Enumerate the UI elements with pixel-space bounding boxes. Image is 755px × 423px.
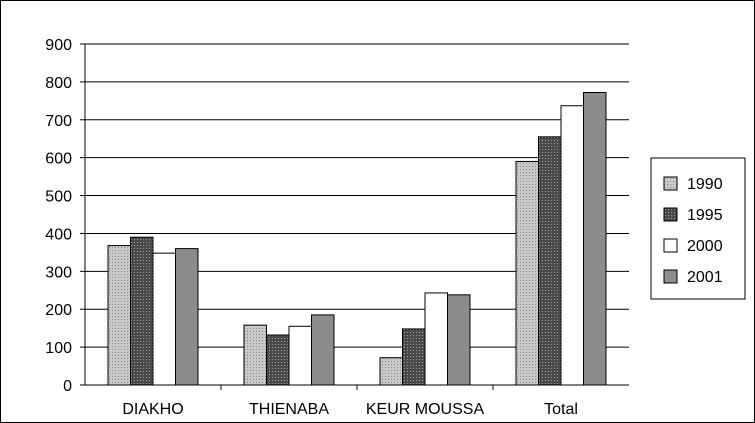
y-tick-label: 800: [45, 75, 72, 92]
y-tick-label: 600: [45, 151, 72, 168]
bar-2001-diakho: [175, 248, 199, 386]
y-tick-label: 500: [45, 189, 72, 206]
axis-labels: 0 100 200 300 400 500 600 700 800 900 DIAKHO THIENA…: [45, 37, 578, 418]
y-tick-label: 400: [45, 226, 72, 243]
legend: 1990 1995 2000 2001: [650, 157, 746, 300]
x-category-label: Total: [544, 401, 578, 418]
y-tick-label: 900: [45, 37, 72, 54]
bar-2001-total: [583, 91, 607, 386]
x-category-label: DIAKHO: [122, 401, 183, 418]
bar-2000-keur-moussa: [424, 292, 448, 386]
bar-1995-total: [538, 136, 562, 386]
bar-2000-thienaba: [288, 325, 312, 386]
bar-1990-keur-moussa: [379, 357, 403, 386]
y-tick-label: 0: [63, 378, 72, 395]
bar-1990-total: [515, 160, 539, 386]
legend-label-2000: 2000: [687, 238, 723, 255]
bar-1995-diakho: [130, 236, 154, 386]
legend-label-1995: 1995: [687, 207, 723, 224]
y-tick-label: 200: [45, 302, 72, 319]
bar-1995-keur-moussa: [402, 328, 426, 386]
bar-1990-diakho: [107, 245, 131, 386]
bars: [107, 91, 607, 386]
legend-swatch-1990: [663, 176, 678, 191]
x-category-label: KEUR MOUSSA: [366, 401, 485, 418]
x-category-label: THIENABA: [249, 401, 329, 418]
y-tick-label: 300: [45, 264, 72, 281]
legend-swatch-2000: [663, 238, 678, 253]
legend-swatch-1995: [663, 207, 678, 222]
bar-2001-keur-moussa: [447, 294, 471, 386]
legend-swatch-2001: [663, 269, 678, 284]
bar-2000-total: [560, 105, 584, 386]
legend-label-2001: 2001: [687, 269, 723, 286]
bar-2000-diakho: [152, 252, 176, 386]
y-tick-label: 100: [45, 340, 72, 357]
bar-1995-thienaba: [266, 334, 290, 386]
y-tick-label: 700: [45, 113, 72, 130]
bar-2001-thienaba: [311, 314, 335, 386]
bar-1990-thienaba: [243, 324, 267, 386]
legend-label-1990: 1990: [687, 176, 723, 193]
